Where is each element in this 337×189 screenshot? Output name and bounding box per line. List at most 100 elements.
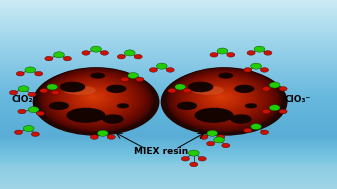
Ellipse shape xyxy=(188,150,199,156)
Ellipse shape xyxy=(36,111,44,116)
Ellipse shape xyxy=(69,84,120,113)
Ellipse shape xyxy=(244,128,252,133)
Ellipse shape xyxy=(134,54,142,59)
Ellipse shape xyxy=(124,50,135,56)
Ellipse shape xyxy=(117,103,129,108)
Ellipse shape xyxy=(279,87,287,91)
Ellipse shape xyxy=(222,143,230,148)
Ellipse shape xyxy=(279,109,287,114)
Bar xyxy=(0,163,337,189)
Ellipse shape xyxy=(188,79,258,119)
Ellipse shape xyxy=(47,72,145,127)
Ellipse shape xyxy=(66,108,105,123)
Ellipse shape xyxy=(177,102,197,110)
Ellipse shape xyxy=(234,85,254,93)
Ellipse shape xyxy=(230,114,252,124)
Ellipse shape xyxy=(37,67,155,133)
Ellipse shape xyxy=(214,137,224,143)
Ellipse shape xyxy=(191,81,254,116)
Ellipse shape xyxy=(54,76,136,122)
Ellipse shape xyxy=(23,125,34,132)
Ellipse shape xyxy=(121,77,129,82)
Ellipse shape xyxy=(31,132,39,136)
Ellipse shape xyxy=(210,91,234,104)
Ellipse shape xyxy=(54,52,64,58)
Ellipse shape xyxy=(72,86,116,110)
Ellipse shape xyxy=(195,83,250,114)
Ellipse shape xyxy=(80,90,108,105)
Ellipse shape xyxy=(208,90,236,105)
Text: MIEX resin: MIEX resin xyxy=(134,147,188,156)
Ellipse shape xyxy=(25,67,36,73)
Ellipse shape xyxy=(183,88,191,93)
Ellipse shape xyxy=(76,88,112,108)
Ellipse shape xyxy=(97,130,108,136)
Ellipse shape xyxy=(212,92,232,103)
Ellipse shape xyxy=(60,79,130,119)
Ellipse shape xyxy=(207,141,215,146)
Ellipse shape xyxy=(91,96,95,98)
Ellipse shape xyxy=(251,124,262,130)
Ellipse shape xyxy=(156,63,167,69)
Ellipse shape xyxy=(207,130,218,136)
Ellipse shape xyxy=(82,51,90,55)
Ellipse shape xyxy=(269,105,280,111)
Ellipse shape xyxy=(28,107,39,113)
Ellipse shape xyxy=(175,84,186,90)
Ellipse shape xyxy=(217,135,225,139)
Ellipse shape xyxy=(60,82,85,92)
Ellipse shape xyxy=(186,78,261,120)
Ellipse shape xyxy=(168,88,176,93)
Ellipse shape xyxy=(173,71,275,128)
Ellipse shape xyxy=(65,82,124,115)
Ellipse shape xyxy=(219,96,223,98)
Ellipse shape xyxy=(175,72,273,127)
Ellipse shape xyxy=(84,92,103,103)
Ellipse shape xyxy=(18,86,29,92)
Ellipse shape xyxy=(67,83,122,114)
Ellipse shape xyxy=(107,135,115,139)
Ellipse shape xyxy=(218,73,233,79)
Ellipse shape xyxy=(50,74,141,125)
Ellipse shape xyxy=(182,76,265,122)
Ellipse shape xyxy=(264,51,272,55)
Ellipse shape xyxy=(193,82,252,115)
Text: ClO₂⁻: ClO₂⁻ xyxy=(12,95,38,104)
Ellipse shape xyxy=(78,89,110,107)
Ellipse shape xyxy=(49,102,69,110)
Ellipse shape xyxy=(14,130,23,135)
Ellipse shape xyxy=(63,56,71,61)
Ellipse shape xyxy=(161,68,287,136)
Ellipse shape xyxy=(214,93,229,102)
Ellipse shape xyxy=(178,74,269,125)
Ellipse shape xyxy=(91,46,101,52)
Ellipse shape xyxy=(61,80,128,118)
Ellipse shape xyxy=(136,77,144,82)
Ellipse shape xyxy=(40,88,48,93)
Ellipse shape xyxy=(203,87,242,109)
Ellipse shape xyxy=(149,68,157,72)
Text: ClO₃⁻: ClO₃⁻ xyxy=(285,95,311,104)
Ellipse shape xyxy=(198,156,206,161)
Ellipse shape xyxy=(117,54,125,59)
Ellipse shape xyxy=(35,71,43,76)
Ellipse shape xyxy=(165,67,283,133)
Ellipse shape xyxy=(216,94,227,101)
Ellipse shape xyxy=(199,85,246,112)
Ellipse shape xyxy=(33,68,159,136)
Ellipse shape xyxy=(244,68,252,72)
Ellipse shape xyxy=(63,81,126,116)
Ellipse shape xyxy=(47,84,58,90)
Ellipse shape xyxy=(48,73,143,126)
Ellipse shape xyxy=(90,135,98,139)
Ellipse shape xyxy=(227,53,235,57)
Ellipse shape xyxy=(63,86,96,95)
Ellipse shape xyxy=(245,103,257,108)
Ellipse shape xyxy=(82,91,105,104)
Ellipse shape xyxy=(201,86,244,110)
Ellipse shape xyxy=(189,80,256,118)
Ellipse shape xyxy=(39,68,153,132)
Ellipse shape xyxy=(71,85,118,112)
Ellipse shape xyxy=(217,48,228,54)
Ellipse shape xyxy=(184,77,263,121)
